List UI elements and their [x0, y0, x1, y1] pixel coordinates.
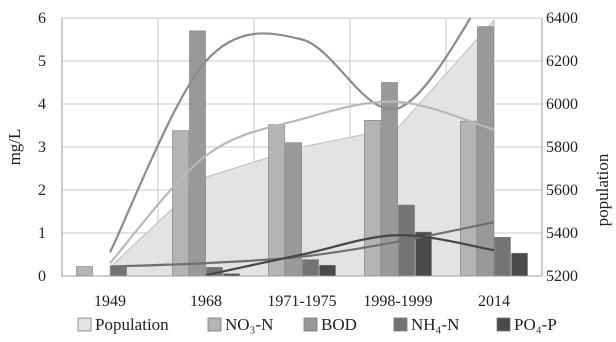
- y-left-tick-label: 0: [38, 268, 46, 285]
- bars-layer: [76, 26, 528, 277]
- legend-label: NO₃-N: [225, 315, 273, 334]
- bar: [511, 252, 528, 277]
- legend-label: Population: [95, 315, 169, 334]
- legend-swatch: [496, 317, 511, 332]
- y-right-tick-label: 5600: [546, 182, 578, 199]
- trendline: [205, 234, 495, 276]
- y-left-tick-label: 3: [38, 139, 46, 156]
- legend-swatch: [393, 317, 408, 332]
- legend-label: PO₄-P: [514, 315, 557, 334]
- legend-swatch: [303, 317, 318, 332]
- y-right-tick-label: 6400: [546, 10, 578, 27]
- bar: [381, 82, 398, 277]
- legend-swatch: [207, 317, 222, 332]
- bar: [110, 266, 127, 277]
- legend-swatch: [77, 317, 92, 332]
- bar: [494, 237, 511, 277]
- y-left-tick-label: 2: [38, 182, 46, 199]
- x-tick-label: 1998-1999: [363, 293, 432, 310]
- bar: [172, 130, 189, 277]
- trendline: [109, 100, 495, 264]
- x-tick-label: 1968: [190, 293, 222, 310]
- bar: [319, 264, 336, 277]
- y-left-tick-label: 6: [38, 10, 46, 27]
- axes: 0 1 2 3 4 5 6 5200 5400 5600 5800 6000 6200 6400 1949 1…: [38, 10, 578, 310]
- trendline: [109, 221, 495, 268]
- bar: [302, 259, 319, 277]
- trendlines-layer: [109, 18, 495, 276]
- population-area: [109, 18, 495, 277]
- y-axis-left-title: mg/L: [5, 129, 24, 166]
- y-left-tick-label: 1: [38, 225, 46, 242]
- bar: [189, 30, 206, 277]
- trendline: [109, 18, 472, 253]
- legend-label: NH₄-N: [411, 315, 459, 334]
- bar: [460, 120, 477, 277]
- bar: [268, 124, 285, 277]
- y-right-tick-label: 6200: [546, 53, 578, 70]
- y-right-tick-label: 5400: [546, 225, 578, 242]
- y-right-tick-label: 6000: [546, 96, 578, 113]
- bar: [76, 266, 93, 277]
- y-right-tick-label: 5200: [546, 268, 578, 285]
- y-axis-right-title: population: [593, 153, 612, 226]
- y-right-tick-label: 5800: [546, 139, 578, 156]
- legend: Population NO₃-N BOD NH₄-N PO₄-P: [77, 315, 557, 334]
- legend-label: BOD: [321, 315, 357, 334]
- x-tick-label: 2014: [478, 293, 510, 310]
- y-left-tick-label: 5: [38, 53, 46, 70]
- bar: [364, 120, 381, 277]
- x-tick-label: 1971-1975: [267, 293, 336, 310]
- x-tick-label: 1949: [94, 293, 126, 310]
- y-left-tick-label: 4: [38, 96, 46, 113]
- population-area-layer: [109, 18, 495, 277]
- bar: [477, 26, 494, 277]
